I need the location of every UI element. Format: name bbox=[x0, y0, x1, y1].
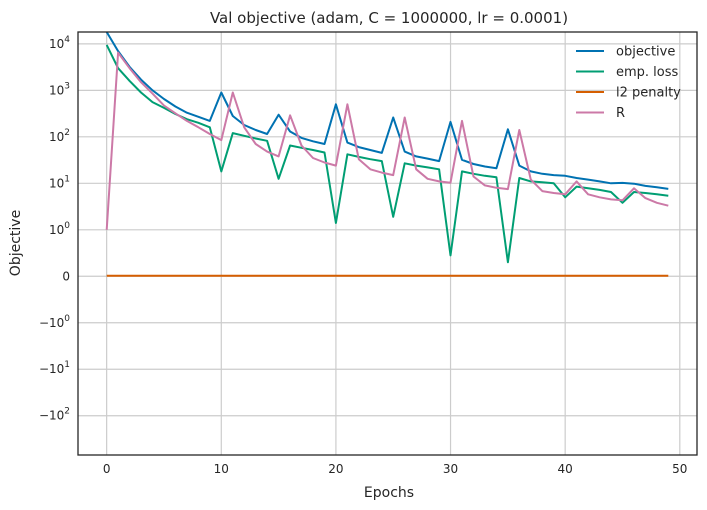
plot-frame bbox=[77, 31, 698, 456]
y-tick-label: 0 bbox=[62, 269, 70, 283]
series-line-r bbox=[105, 51, 669, 230]
y-tick-label: 104 bbox=[49, 35, 70, 51]
y-tick-label: −101 bbox=[39, 360, 70, 376]
x-tick-label: 40 bbox=[558, 462, 573, 476]
chart-title: Val objective (adam, C = 1000000, lr = 0… bbox=[210, 9, 568, 27]
legend-entry-label: emp. loss bbox=[616, 65, 679, 80]
series-line-objective bbox=[105, 31, 669, 190]
y-tick-label: −102 bbox=[39, 407, 70, 423]
x-tick-label: 20 bbox=[328, 462, 343, 476]
series-layer bbox=[105, 31, 669, 277]
x-tick-label: 50 bbox=[672, 462, 687, 476]
y-axis-label: Objective bbox=[8, 210, 24, 276]
legend: objective emp. loss l2 penalty R bbox=[576, 45, 681, 121]
legend-entry-label: R bbox=[616, 106, 625, 121]
legend-entry-label: l2 penalty bbox=[616, 86, 681, 101]
x-ticks: 0 10 20 30 40 50 bbox=[103, 462, 688, 476]
y-tick-label: 100 bbox=[49, 221, 70, 237]
x-tick-label: 0 bbox=[103, 462, 111, 476]
y-tick-label: 102 bbox=[49, 128, 70, 144]
x-tick-label: 30 bbox=[443, 462, 458, 476]
y-tick-label: −100 bbox=[39, 314, 70, 330]
x-tick-label: 10 bbox=[214, 462, 229, 476]
y-ticks: 104 103 102 101 100 0 −100 −101 −102 bbox=[39, 35, 70, 423]
y-tick-label: 103 bbox=[49, 81, 70, 97]
x-axis-label: Epochs bbox=[364, 485, 414, 501]
legend-entry-label: objective bbox=[616, 45, 675, 60]
y-tick-label: 101 bbox=[49, 174, 70, 190]
series-line-emp-loss bbox=[105, 44, 669, 264]
